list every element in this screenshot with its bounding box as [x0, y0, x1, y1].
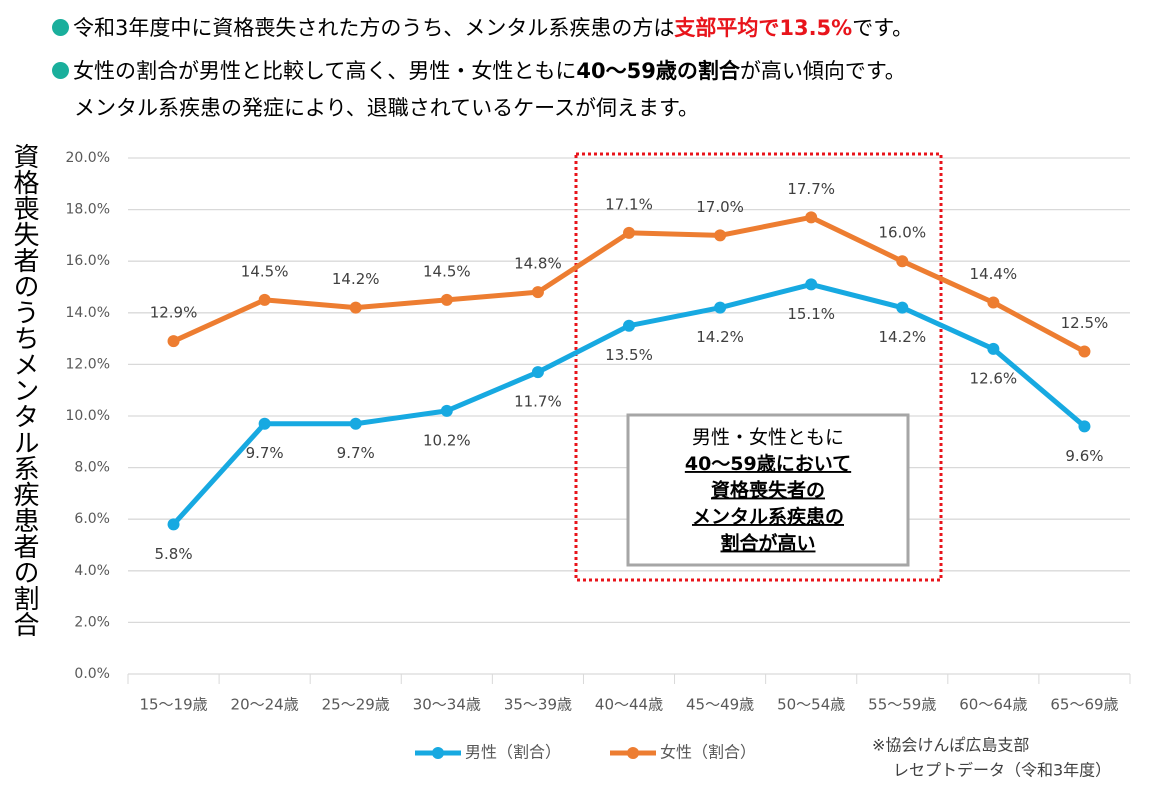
data-label: 12.5% [1061, 314, 1109, 332]
data-point [258, 417, 271, 430]
data-point [623, 226, 635, 239]
data-label: 14.2% [332, 270, 380, 288]
data-point [1078, 420, 1091, 433]
annotation-text: 割合が高い [720, 532, 815, 555]
data-label: 9.6% [1065, 447, 1103, 465]
x-tick-label: 15～19歳 [139, 696, 207, 714]
x-tick-label: 40～44歳 [595, 696, 663, 714]
text: が高い傾向です。 [739, 59, 906, 83]
bullet [52, 62, 69, 79]
text: 女性の割合が男性と比較して高く、男性・女性ともに [73, 59, 577, 83]
data-point [167, 518, 180, 531]
y-tick-label: 20.0% [66, 150, 110, 166]
legend-marker [432, 747, 444, 759]
y-tick-label: 12.0% [66, 356, 110, 372]
data-point [440, 293, 453, 306]
data-label: 9.7% [246, 444, 284, 462]
data-label: 14.5% [423, 262, 471, 280]
annotation-text: メンタル系疾患の [692, 505, 844, 528]
y-tick-label: 8.0% [74, 460, 110, 476]
highlight: 40～59歳の割合 [576, 59, 740, 83]
data-point [440, 404, 453, 417]
x-tick-label: 60～64歳 [959, 696, 1027, 714]
data-point [1078, 345, 1091, 358]
x-tick-label: 50～54歳 [777, 696, 845, 714]
data-point [258, 293, 271, 306]
data-label: 14.8% [514, 255, 562, 273]
data-point [167, 335, 180, 348]
data-label: 14.2% [878, 328, 926, 346]
header-line: メンタル系疾患の発症により、退職されているケースが伺えます。 [74, 96, 699, 120]
data-point [896, 255, 909, 268]
legend-label: 男性（割合） [465, 743, 561, 762]
data-label: 14.4% [970, 265, 1018, 283]
legend-marker [627, 747, 639, 759]
y-tick-label: 4.0% [74, 563, 110, 579]
text: です。 [852, 16, 914, 40]
data-label: 15.1% [787, 305, 835, 323]
x-tick-label: 45～49歳 [686, 696, 754, 714]
source-note: レセプトデータ（令和3年度） [893, 761, 1111, 780]
data-label: 10.2% [423, 431, 471, 449]
y-tick-label: 10.0% [66, 408, 110, 424]
annotation-text: 男性・女性ともに [692, 427, 844, 449]
data-label: 14.5% [241, 262, 289, 280]
data-label: 14.2% [696, 328, 744, 346]
x-tick-label: 30～34歳 [413, 696, 481, 714]
data-point [531, 366, 544, 379]
data-label: 12.6% [970, 369, 1018, 387]
y-tick-label: 2.0% [74, 614, 110, 630]
y-axis-label: 資格喪失者のうちメンタル系疾患者の割合 [9, 143, 39, 637]
data-point [349, 417, 362, 430]
data-label: 13.5% [605, 346, 653, 364]
source-note: ※協会けんぽ広島支部 [872, 736, 1029, 755]
x-tick-label: 35～39歳 [504, 696, 572, 714]
header-line: 女性の割合が男性と比較して高く、男性・女性ともに40～59歳の割合が高い傾向です… [52, 55, 906, 85]
data-point [987, 342, 1000, 355]
data-point [349, 301, 362, 314]
y-tick-label: 16.0% [66, 253, 110, 269]
bullet [52, 19, 69, 36]
header-line: 令和3年度中に資格喪失された方のうち、メンタル系疾患の方は支部平均で13.5%で… [52, 12, 913, 42]
data-label: 16.0% [878, 224, 926, 242]
data-point [896, 301, 909, 314]
y-tick-label: 6.0% [74, 511, 110, 527]
data-point [531, 286, 544, 299]
annotation-text: 40～59歳において [685, 453, 851, 475]
data-label: 17.7% [787, 180, 835, 198]
highlight: 支部平均で13.5% [674, 16, 853, 40]
data-point [623, 319, 635, 332]
data-label: 12.9% [150, 304, 198, 322]
y-tick-label: 14.0% [66, 305, 110, 321]
data-point [714, 229, 727, 242]
data-label: 17.0% [696, 198, 744, 216]
data-label: 17.1% [605, 195, 653, 213]
data-point [805, 211, 818, 224]
legend-label: 女性（割合） [660, 743, 756, 762]
highlight-frame [574, 152, 943, 582]
y-tick-label: 18.0% [66, 202, 110, 218]
x-tick-label: 25～29歳 [322, 696, 390, 714]
data-point [805, 278, 818, 291]
annotation-text: 資格喪失者の [711, 479, 825, 502]
text: 令和3年度中に資格喪失された方のうち、メンタル系疾患の方は [73, 16, 675, 40]
data-label: 11.7% [514, 393, 562, 411]
data-point [714, 301, 727, 314]
data-label: 9.7% [337, 444, 375, 462]
x-tick-label: 20～24歳 [231, 696, 299, 714]
annotation-box [626, 413, 910, 567]
data-point [987, 296, 1000, 309]
x-tick-label: 65～69歳 [1050, 696, 1118, 714]
data-label: 5.8% [154, 545, 192, 563]
x-tick-label: 55～59歳 [868, 696, 936, 714]
y-tick-label: 0.0% [74, 666, 110, 682]
